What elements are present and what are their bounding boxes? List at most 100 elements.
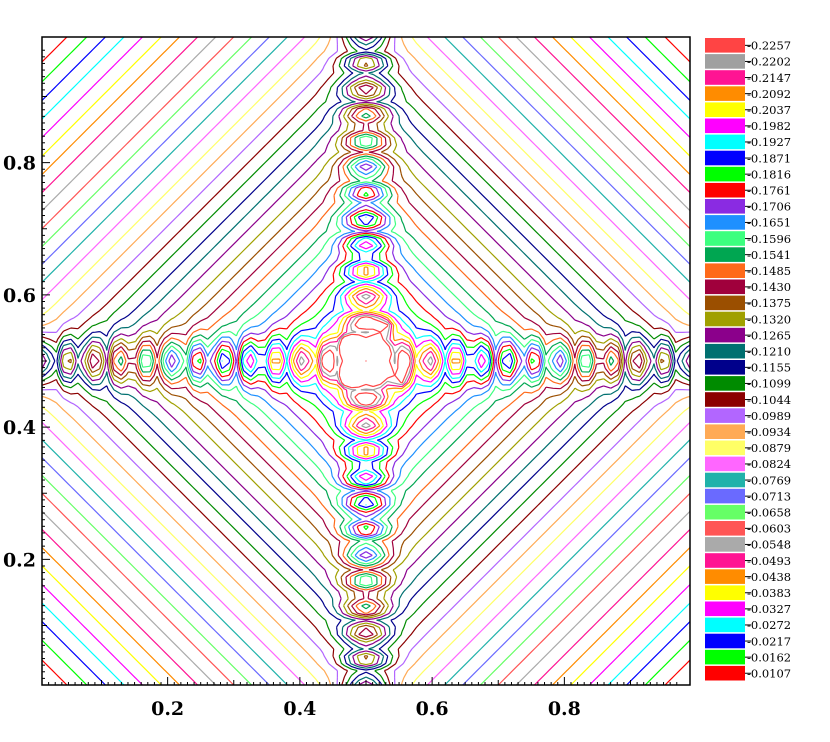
legend-swatch — [705, 247, 745, 262]
contour-level-21 — [41, 36, 691, 686]
legend-label: -0.0383 — [747, 586, 791, 600]
legend-label: -0.2257 — [747, 39, 791, 53]
contour-level-1 — [298, 293, 434, 429]
legend-label: -0.0107 — [747, 666, 791, 680]
legend-swatch — [705, 70, 745, 85]
contour-level-20 — [41, 36, 691, 686]
legend-swatch — [705, 182, 745, 198]
legend-swatch — [705, 263, 745, 278]
legend-label: -0.1265 — [747, 328, 791, 342]
legend-label: -0.1871 — [747, 151, 791, 165]
legend-swatch — [705, 295, 745, 311]
legend-swatch — [705, 649, 745, 665]
legend-label: -0.1982 — [747, 119, 791, 133]
legend-label: -0.0162 — [747, 650, 791, 664]
x-tick-label: 0.8 — [548, 698, 581, 720]
legend-label: -0.1541 — [747, 248, 791, 262]
legend-label: -0.0217 — [747, 634, 791, 648]
legend-swatch — [705, 199, 745, 214]
legend-swatch — [705, 456, 745, 472]
contour-level-32 — [41, 36, 691, 686]
legend-label: -0.1651 — [747, 216, 791, 230]
legend-label: -0.1320 — [747, 312, 791, 326]
contour-level-13 — [117, 112, 615, 610]
legend-swatch — [705, 102, 745, 117]
minor-ticks — [41, 49, 678, 686]
x-tick-label: 0.2 — [151, 698, 184, 720]
legend-swatch — [705, 472, 745, 488]
legend-swatch — [705, 38, 745, 53]
legend-swatch — [705, 440, 745, 456]
legend-swatch — [705, 601, 745, 617]
contour-level-4 — [269, 264, 463, 458]
contour-level-2 — [295, 290, 437, 432]
legend-swatch — [705, 376, 745, 391]
legend-label: -0.1210 — [747, 344, 791, 358]
contour-level-0 — [321, 316, 411, 406]
contour-level-27 — [41, 36, 691, 686]
legend-label: -0.2092 — [747, 87, 791, 101]
contour-level-19 — [41, 36, 691, 686]
contour-level-11 — [165, 160, 567, 562]
y-axis: 0.2 0.4 0.6 0.8 — [3, 153, 36, 572]
legend-swatch — [705, 665, 745, 681]
legend-label: -0.0438 — [747, 570, 791, 584]
legend-label: -0.0934 — [747, 425, 791, 439]
contour-level-31 — [41, 36, 691, 686]
contour-lines — [41, 36, 691, 686]
legend-label: -0.2037 — [747, 103, 791, 117]
y-tick-label: 0.8 — [3, 153, 36, 175]
contour-level-39 — [41, 36, 691, 686]
legend-swatch — [705, 118, 745, 134]
legend-label: -0.1706 — [747, 200, 791, 214]
legend-label: -0.0713 — [747, 489, 791, 503]
contour-level-33 — [41, 36, 691, 686]
legend-label: -0.1761 — [747, 183, 791, 197]
legend-label: -0.1155 — [747, 361, 791, 375]
legend-label: -0.2202 — [747, 55, 791, 69]
legend-label: -0.0769 — [747, 473, 791, 487]
contour-level-8 — [197, 192, 535, 530]
legend-swatch — [705, 311, 745, 327]
contour-level-17 — [61, 56, 671, 666]
legend-swatch — [705, 150, 745, 166]
legend-swatch — [705, 585, 745, 600]
legend-label: -0.1430 — [747, 280, 791, 294]
legend-label: -0.0603 — [747, 522, 791, 536]
x-tick-label: 0.6 — [416, 698, 449, 720]
contour-level-34 — [41, 36, 691, 686]
y-tick-label: 0.6 — [3, 285, 36, 307]
legend-swatch — [705, 231, 745, 246]
contour-level-37 — [41, 36, 691, 686]
legend-swatch — [705, 279, 745, 295]
legend-label: -0.1816 — [747, 167, 791, 181]
legend-label: -0.0824 — [747, 457, 791, 471]
contour-level-14 — [113, 108, 619, 614]
legend-swatch — [705, 424, 745, 439]
contour-level-9 — [191, 186, 541, 536]
contour-level-23 — [41, 36, 691, 686]
legend-swatch — [705, 521, 745, 536]
legend-label: -0.0548 — [747, 538, 791, 552]
legend-swatch — [705, 488, 745, 504]
legend-swatch — [705, 504, 745, 520]
legend-label: -0.0989 — [747, 409, 791, 423]
legend-label: -0.0272 — [747, 618, 791, 632]
contour-level-30 — [41, 36, 691, 686]
legend-swatch — [705, 569, 745, 584]
contour-level-15 — [89, 84, 643, 638]
legend-swatch — [705, 327, 745, 343]
contour-level-3 — [271, 266, 461, 456]
legend-swatch — [705, 360, 745, 375]
legend-swatch — [705, 166, 745, 182]
x-tick-label: 0.4 — [283, 698, 316, 720]
contour-level-25 — [41, 36, 691, 686]
legend-label: -0.1099 — [747, 377, 791, 391]
legend-label: -0.1044 — [747, 393, 791, 407]
legend-label: -0.1485 — [747, 264, 791, 278]
contour-level-29 — [41, 36, 691, 686]
contour-level-28 — [41, 36, 691, 686]
legend-swatch — [705, 392, 745, 407]
legend-label: -0.1596 — [747, 232, 791, 246]
legend-label: -0.1927 — [747, 135, 791, 149]
